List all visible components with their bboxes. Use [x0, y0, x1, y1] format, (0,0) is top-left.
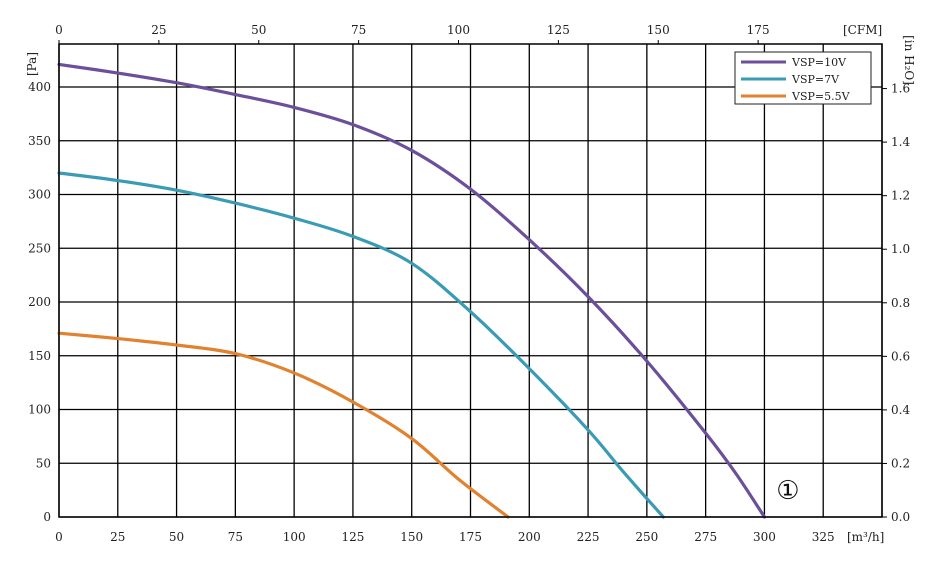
x-tick-label-200: 200 [518, 530, 541, 544]
y-tick-label-250: 250 [28, 241, 51, 255]
x-tick-label-150: 150 [400, 530, 423, 544]
y-tick-label-0: 0 [43, 510, 51, 524]
right-tick-label-0-6: 0.6 [891, 349, 910, 363]
series-line-vsp-7v [57, 171, 665, 519]
top-tick-label-150: 150 [647, 23, 670, 37]
right-tick-label-0-2: 0.2 [891, 456, 910, 470]
top-tick-label-0: 0 [55, 23, 63, 37]
x-tick-label-250: 250 [635, 530, 658, 544]
right-tick-label-1-0: 1.0 [891, 242, 910, 256]
top-tick-label-125: 125 [547, 23, 570, 37]
x-tick-label-225: 225 [577, 530, 600, 544]
plot-frame [58, 43, 883, 518]
top-tick-label-50: 50 [251, 23, 266, 37]
right-axis-unit: [in H₂O] [902, 35, 916, 85]
x-tick-label-50: 50 [169, 530, 184, 544]
right-tick-label-1-4: 1.4 [891, 135, 910, 149]
y-tick-label-150: 150 [28, 349, 51, 363]
legend-label-vsp-10v: VSP=10V [791, 56, 847, 69]
curves [57, 62, 767, 519]
y-tick-label-50: 50 [36, 456, 51, 470]
grid [58, 44, 883, 518]
x-tick-label-325: 325 [812, 530, 835, 544]
x-tick-label-75: 75 [228, 530, 243, 544]
y-tick-label-100: 100 [28, 403, 51, 417]
top-axis-unit: [CFM] [843, 23, 882, 37]
x-tick-label-275: 275 [694, 530, 717, 544]
y-tick-label-400: 400 [28, 80, 51, 94]
right-tick-label-0-0: 0.0 [891, 510, 910, 524]
bottom-axis-unit: [m³/h] [847, 530, 884, 544]
legend: VSP=10V VSP=7V VSP=5.5V [734, 51, 872, 105]
y-tick-label-350: 350 [28, 134, 51, 148]
legend-label-vsp-5-5v: VSP=5.5V [791, 90, 851, 103]
x-tick-label-100: 100 [283, 530, 306, 544]
x-tick-label-125: 125 [341, 530, 364, 544]
left-axis-unit: [Pa] [25, 52, 39, 76]
y-tick-label-300: 300 [28, 188, 51, 202]
right-tick-label-1-6: 1.6 [891, 82, 910, 96]
top-tick-label-100: 100 [447, 23, 470, 37]
curve-marker-1: ① [776, 476, 799, 506]
x-tick-label-175: 175 [459, 530, 482, 544]
top-tick-label-75: 75 [351, 23, 366, 37]
series-line-vsp-5-5v [57, 331, 510, 519]
series-line-vsp-10v [57, 62, 767, 519]
legend-label-vsp-7v: VSP=7V [791, 73, 840, 86]
x-tick-label-25: 25 [110, 530, 125, 544]
right-tick-label-1-2: 1.2 [891, 189, 910, 203]
x-tick-label-300: 300 [753, 530, 776, 544]
top-tick-label-25: 25 [151, 23, 166, 37]
top-tick-label-175: 175 [747, 23, 770, 37]
right-tick-label-0-8: 0.8 [891, 296, 910, 310]
plot-border [58, 43, 883, 518]
x-tick-label-0: 0 [55, 530, 63, 544]
right-tick-label-0-4: 0.4 [891, 403, 910, 417]
y-tick-label-200: 200 [28, 295, 51, 309]
